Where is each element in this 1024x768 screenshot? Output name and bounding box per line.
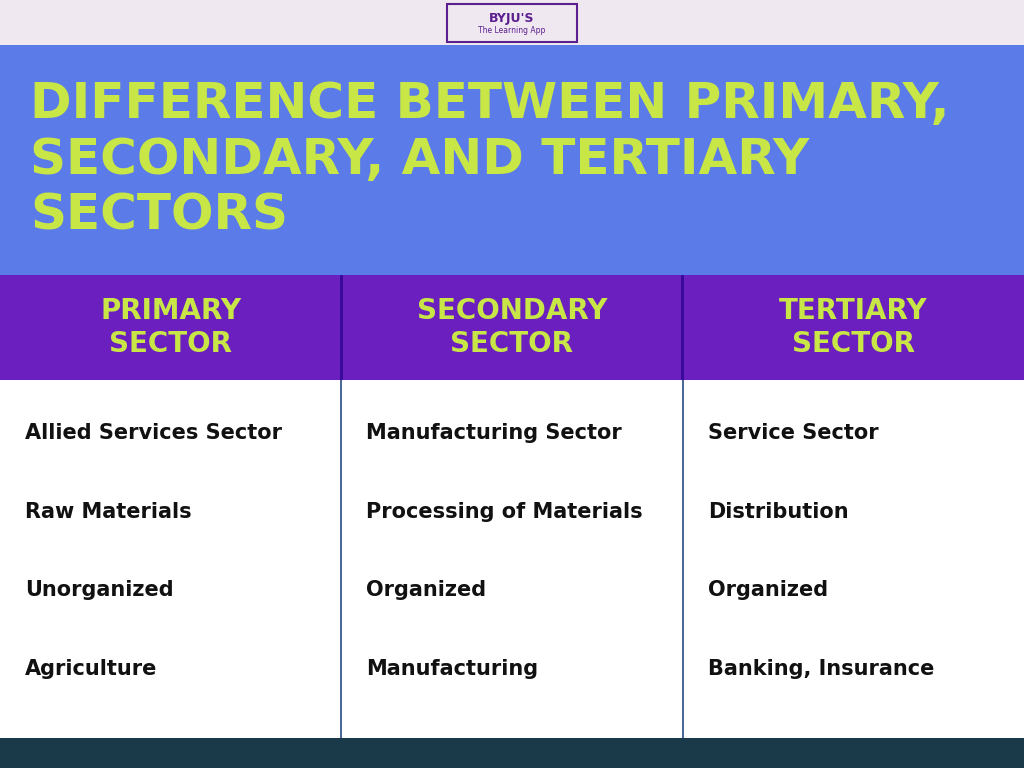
- Text: PRIMARY
SECTOR: PRIMARY SECTOR: [100, 296, 242, 358]
- FancyBboxPatch shape: [447, 4, 577, 41]
- Bar: [0, 45, 1024, 275]
- Text: Manufacturing Sector: Manufacturing Sector: [367, 423, 623, 443]
- Text: Service Sector: Service Sector: [708, 423, 879, 443]
- Text: Banking, Insurance: Banking, Insurance: [708, 659, 934, 679]
- Text: SECONDARY
SECTOR: SECONDARY SECTOR: [417, 296, 607, 358]
- Text: Organized: Organized: [708, 581, 827, 601]
- Text: Organized: Organized: [367, 581, 486, 601]
- Bar: [0, 0, 1024, 45]
- Bar: [0, 738, 1024, 768]
- Bar: [340, 275, 343, 380]
- Bar: [0, 275, 1024, 380]
- Text: Manufacturing: Manufacturing: [367, 659, 539, 679]
- Text: Raw Materials: Raw Materials: [25, 502, 191, 521]
- Text: Distribution: Distribution: [708, 502, 848, 521]
- Text: Unorganized: Unorganized: [25, 581, 174, 601]
- Text: Processing of Materials: Processing of Materials: [367, 502, 643, 521]
- Text: TERTIARY
SECTOR: TERTIARY SECTOR: [779, 296, 928, 358]
- Bar: [682, 380, 684, 738]
- Text: BYJU'S: BYJU'S: [489, 12, 535, 25]
- Text: The Learning App: The Learning App: [478, 26, 546, 35]
- Text: Agriculture: Agriculture: [25, 659, 158, 679]
- Text: DIFFERENCE BETWEEN PRIMARY,
SECONDARY, AND TERTIARY
SECTORS: DIFFERENCE BETWEEN PRIMARY, SECONDARY, A…: [30, 81, 949, 240]
- Bar: [681, 275, 684, 380]
- Text: Allied Services Sector: Allied Services Sector: [25, 423, 282, 443]
- Bar: [0, 380, 1024, 738]
- Bar: [340, 380, 342, 738]
